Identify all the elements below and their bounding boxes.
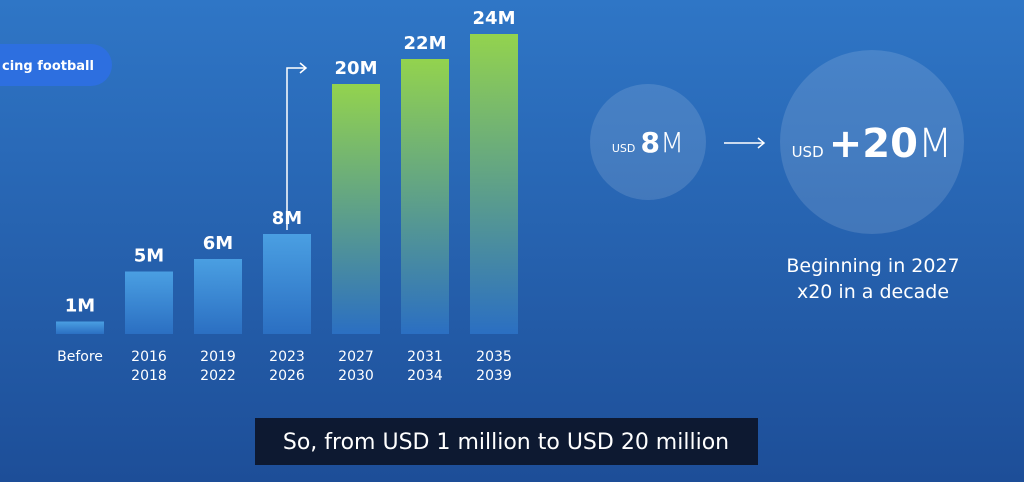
jump-arrow-head — [299, 62, 308, 74]
category-label: Before — [57, 349, 103, 365]
jump-arrow — [286, 67, 306, 230]
from-circle — [590, 84, 706, 200]
bar — [401, 59, 449, 334]
arrow-head — [757, 137, 766, 149]
bar — [125, 271, 173, 334]
value-label: 5M — [134, 246, 164, 267]
value-label: 22M — [404, 33, 447, 54]
category-label: 2031 — [407, 349, 443, 365]
category-label: 2034 — [407, 368, 443, 384]
note-line: x20 in a decade — [797, 281, 949, 303]
badge-text: cing football — [2, 59, 94, 74]
bar — [332, 84, 380, 334]
category-label: 2027 — [338, 349, 374, 365]
category-label: 2022 — [200, 368, 236, 384]
category-label: 2018 — [131, 368, 167, 384]
bar-chart: 1MBefore5M201620186M201920228M2023202620… — [56, 8, 518, 384]
to-circle — [780, 50, 964, 234]
category-label: 2016 — [131, 349, 167, 365]
category-label: 2039 — [476, 368, 512, 384]
bar — [194, 259, 242, 334]
caption: So, from USD 1 million to USD 20 million — [283, 430, 729, 455]
value-label: 20M — [335, 58, 378, 79]
category-label: 2019 — [200, 349, 236, 365]
from-amount: USD 8M — [612, 126, 684, 159]
category-label: 2026 — [269, 368, 305, 384]
bar — [56, 321, 104, 334]
category-label: 2035 — [476, 349, 512, 365]
value-label: 24M — [473, 8, 516, 29]
note-line: Beginning in 2027 — [786, 255, 959, 277]
value-label: 1M — [65, 296, 95, 317]
category-label: 2023 — [269, 349, 305, 365]
bar — [470, 34, 518, 334]
bar — [263, 234, 311, 334]
caption-box — [255, 418, 758, 465]
value-label: 6M — [203, 233, 233, 254]
badge — [0, 44, 112, 86]
category-label: 2030 — [338, 368, 374, 384]
to-amount: USD +20M — [792, 121, 953, 167]
